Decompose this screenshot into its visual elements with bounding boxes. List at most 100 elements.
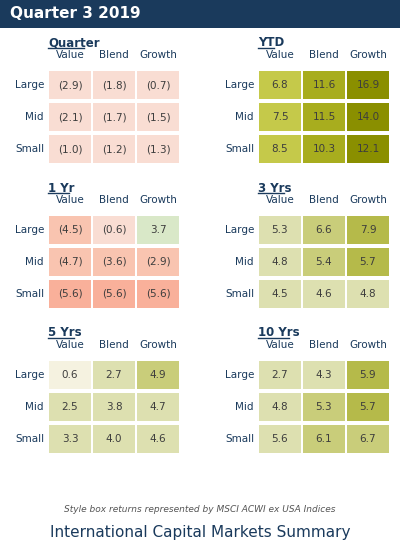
- Text: Large: Large: [225, 80, 254, 90]
- Text: 2.7: 2.7: [106, 370, 122, 380]
- FancyBboxPatch shape: [303, 71, 345, 99]
- Text: 3.8: 3.8: [106, 402, 122, 412]
- FancyBboxPatch shape: [347, 135, 389, 163]
- FancyBboxPatch shape: [93, 361, 135, 389]
- Text: Mid: Mid: [236, 402, 254, 412]
- Text: 5.6: 5.6: [272, 434, 288, 444]
- FancyBboxPatch shape: [303, 248, 345, 276]
- Text: 12.1: 12.1: [356, 144, 380, 154]
- Text: International Capital Markets Summary: International Capital Markets Summary: [50, 525, 350, 540]
- FancyBboxPatch shape: [259, 216, 301, 244]
- FancyBboxPatch shape: [93, 248, 135, 276]
- Text: 0.6: 0.6: [62, 370, 78, 380]
- Text: (1.2): (1.2): [102, 144, 126, 154]
- FancyBboxPatch shape: [303, 103, 345, 131]
- FancyBboxPatch shape: [347, 216, 389, 244]
- Text: (3.6): (3.6): [102, 257, 126, 267]
- FancyBboxPatch shape: [49, 135, 91, 163]
- FancyBboxPatch shape: [303, 393, 345, 421]
- Text: Value: Value: [56, 340, 84, 350]
- FancyBboxPatch shape: [49, 71, 91, 99]
- FancyBboxPatch shape: [259, 135, 301, 163]
- FancyBboxPatch shape: [137, 71, 179, 99]
- Text: Large: Large: [225, 225, 254, 235]
- Text: 4.8: 4.8: [272, 402, 288, 412]
- Text: Blend: Blend: [99, 50, 129, 60]
- Text: (2.9): (2.9): [146, 257, 170, 267]
- Text: 1 Yr: 1 Yr: [48, 181, 74, 195]
- FancyBboxPatch shape: [259, 361, 301, 389]
- FancyBboxPatch shape: [347, 71, 389, 99]
- Text: Blend: Blend: [309, 340, 339, 350]
- Text: Value: Value: [56, 195, 84, 205]
- FancyBboxPatch shape: [259, 71, 301, 99]
- FancyBboxPatch shape: [137, 135, 179, 163]
- FancyBboxPatch shape: [259, 103, 301, 131]
- Text: (0.6): (0.6): [102, 225, 126, 235]
- FancyBboxPatch shape: [137, 393, 179, 421]
- Text: 4.7: 4.7: [150, 402, 166, 412]
- Text: 4.3: 4.3: [316, 370, 332, 380]
- Text: 3.3: 3.3: [62, 434, 78, 444]
- Text: 11.5: 11.5: [312, 112, 336, 122]
- Text: Value: Value: [266, 50, 294, 60]
- FancyBboxPatch shape: [303, 361, 345, 389]
- Text: 4.5: 4.5: [272, 289, 288, 299]
- FancyBboxPatch shape: [137, 280, 179, 308]
- Text: 6.1: 6.1: [316, 434, 332, 444]
- FancyBboxPatch shape: [303, 425, 345, 453]
- Text: 5.4: 5.4: [316, 257, 332, 267]
- FancyBboxPatch shape: [93, 216, 135, 244]
- Text: 10 Yrs: 10 Yrs: [258, 326, 300, 339]
- Text: 2.7: 2.7: [272, 370, 288, 380]
- FancyBboxPatch shape: [259, 425, 301, 453]
- Text: Value: Value: [266, 340, 294, 350]
- Text: Value: Value: [56, 50, 84, 60]
- Text: Blend: Blend: [99, 195, 129, 205]
- Text: 11.6: 11.6: [312, 80, 336, 90]
- Text: Growth: Growth: [139, 195, 177, 205]
- Text: Blend: Blend: [309, 50, 339, 60]
- Text: Mid: Mid: [26, 402, 44, 412]
- Text: 4.8: 4.8: [272, 257, 288, 267]
- Text: 14.0: 14.0: [356, 112, 380, 122]
- FancyBboxPatch shape: [93, 103, 135, 131]
- FancyBboxPatch shape: [137, 425, 179, 453]
- Text: (2.9): (2.9): [58, 80, 82, 90]
- Text: Growth: Growth: [349, 50, 387, 60]
- Text: (1.5): (1.5): [146, 112, 170, 122]
- FancyBboxPatch shape: [303, 280, 345, 308]
- Text: (1.3): (1.3): [146, 144, 170, 154]
- Text: YTD: YTD: [258, 36, 284, 50]
- FancyBboxPatch shape: [49, 248, 91, 276]
- Text: 2.5: 2.5: [62, 402, 78, 412]
- Text: Small: Small: [15, 144, 44, 154]
- FancyBboxPatch shape: [93, 135, 135, 163]
- Text: Blend: Blend: [309, 195, 339, 205]
- Text: 5.3: 5.3: [316, 402, 332, 412]
- Text: (5.6): (5.6): [58, 289, 82, 299]
- FancyBboxPatch shape: [49, 361, 91, 389]
- FancyBboxPatch shape: [93, 425, 135, 453]
- Text: Style box returns represented by MSCI ACWI ex USA Indices: Style box returns represented by MSCI AC…: [64, 506, 336, 514]
- FancyBboxPatch shape: [347, 393, 389, 421]
- FancyBboxPatch shape: [347, 361, 389, 389]
- Text: (4.7): (4.7): [58, 257, 82, 267]
- Text: Large: Large: [15, 225, 44, 235]
- Text: 8.5: 8.5: [272, 144, 288, 154]
- FancyBboxPatch shape: [93, 393, 135, 421]
- Text: (1.8): (1.8): [102, 80, 126, 90]
- Text: Growth: Growth: [349, 195, 387, 205]
- Text: Growth: Growth: [139, 340, 177, 350]
- Text: (4.5): (4.5): [58, 225, 82, 235]
- Text: Small: Small: [225, 144, 254, 154]
- Text: (2.1): (2.1): [58, 112, 82, 122]
- FancyBboxPatch shape: [93, 280, 135, 308]
- FancyBboxPatch shape: [49, 103, 91, 131]
- Text: 5 Yrs: 5 Yrs: [48, 326, 82, 339]
- Text: (5.6): (5.6): [102, 289, 126, 299]
- Text: Blend: Blend: [99, 340, 129, 350]
- FancyBboxPatch shape: [0, 0, 400, 28]
- Text: 6.7: 6.7: [360, 434, 376, 444]
- Text: Small: Small: [15, 289, 44, 299]
